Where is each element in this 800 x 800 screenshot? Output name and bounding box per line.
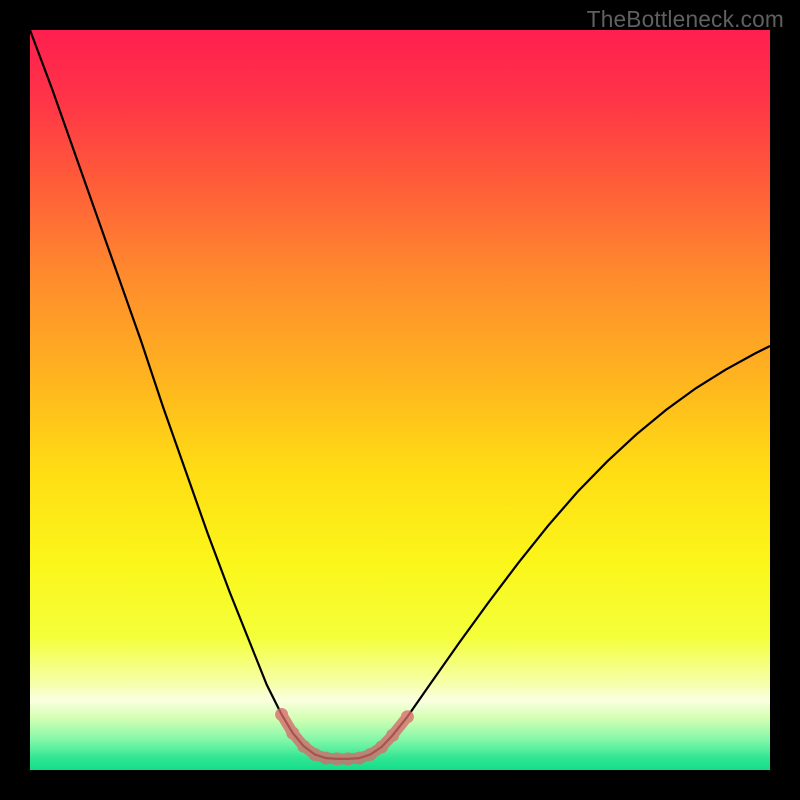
- highlight-dot: [320, 752, 333, 765]
- highlight-dot: [353, 752, 366, 765]
- plot-area: [30, 30, 770, 770]
- highlight-dot: [275, 708, 288, 721]
- highlight-dot: [331, 752, 344, 765]
- highlight-dot: [375, 741, 388, 754]
- highlight-dot: [401, 710, 414, 723]
- chart-frame: TheBottleneck.com: [0, 0, 800, 800]
- gradient-background: [30, 30, 770, 770]
- highlight-dot: [297, 740, 310, 753]
- highlight-dot: [386, 729, 399, 742]
- highlight-dot: [286, 727, 299, 740]
- highlight-dot: [342, 752, 355, 765]
- highlight-dot: [364, 748, 377, 761]
- bottleneck-chart: [30, 30, 770, 770]
- watermark-text: TheBottleneck.com: [587, 6, 784, 33]
- highlight-dot: [308, 748, 321, 761]
